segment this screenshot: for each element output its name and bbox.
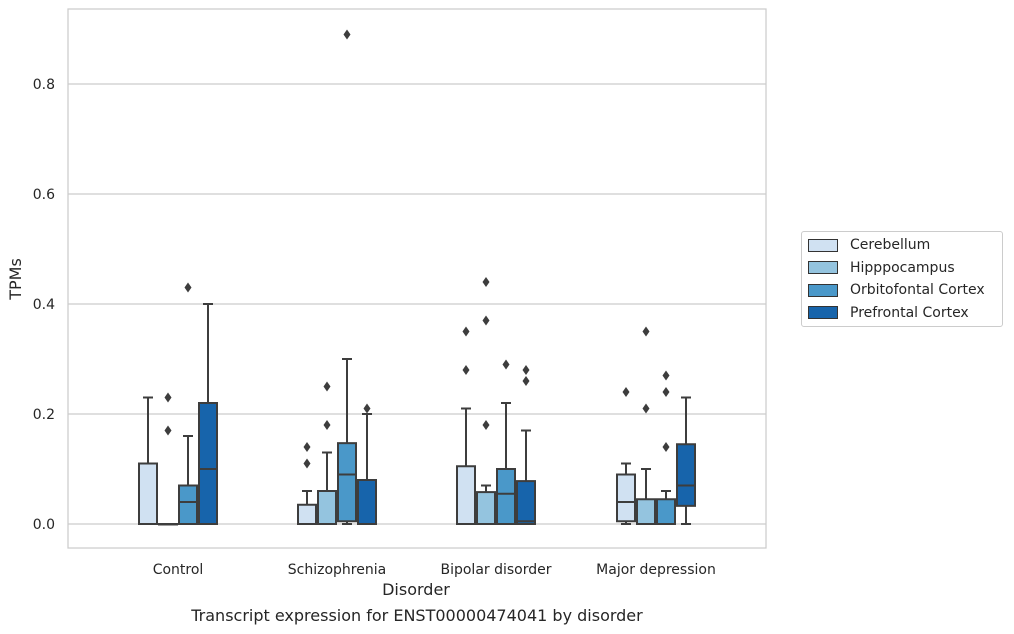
box-body: [317, 490, 337, 525]
box-body: [656, 498, 676, 525]
box-body: [676, 443, 696, 507]
outlier-point: [462, 365, 470, 375]
legend: Cerebellum Hipppocampus Orbitofontal Corte…: [801, 231, 1003, 327]
box-body: [636, 498, 656, 525]
outlier-point: [502, 359, 510, 370]
y-tick-label: 0.8: [33, 77, 55, 93]
outlier-point: [303, 458, 311, 469]
box-plot-area: [138, 29, 696, 526]
box: [337, 29, 357, 525]
outlier-point: [303, 442, 311, 452]
box: [158, 392, 178, 526]
outlier-point: [662, 370, 670, 381]
outlier-point: [662, 387, 670, 397]
x-tick-label: Major depression: [596, 562, 716, 578]
outlier-point: [642, 403, 650, 414]
outlier-point: [482, 277, 490, 287]
box-body: [178, 484, 198, 525]
box-body: [337, 442, 357, 523]
y-tick-label: 0.4: [33, 297, 55, 313]
outlier-point: [482, 420, 490, 430]
grid-lines: [68, 83, 766, 525]
plot-frame: [67, 8, 767, 549]
box-body: [198, 402, 218, 525]
y-tick-labels: 0.0 0.2 0.4 0.6 0.8: [33, 77, 55, 533]
outlier-point: [343, 29, 351, 40]
x-tick-label: Control: [153, 562, 204, 578]
box-body: [496, 468, 516, 525]
legend-swatch: [808, 238, 838, 252]
legend-label: Prefrontal Cortex: [850, 304, 969, 321]
outlier-point: [482, 315, 490, 326]
box: [297, 442, 317, 525]
box-body: [616, 473, 636, 523]
box-body: [476, 491, 496, 526]
y-tick-label: 0.2: [33, 407, 55, 423]
legend-swatch: [808, 306, 838, 319]
outlier-point: [323, 420, 331, 430]
y-tick-label: 0.6: [33, 187, 55, 203]
outlier-point: [164, 392, 172, 403]
outlier-point: [522, 365, 530, 375]
y-tick-label: 0.0: [33, 517, 55, 533]
x-tick-label: Schizophrenia: [288, 562, 386, 578]
legend-item: Hipppocampus: [808, 259, 955, 277]
box: [456, 326, 476, 525]
outlier-point: [662, 442, 670, 452]
figure-caption: Transcript expression for ENST0000047404…: [191, 606, 643, 625]
box-body: [138, 462, 158, 525]
outlier-point: [522, 376, 530, 386]
y-axis-label: TPMs: [6, 258, 25, 301]
legend-item: Orbitofontal Cortex: [808, 281, 985, 299]
box-body: [357, 479, 377, 525]
legend-swatch: [808, 261, 838, 274]
box-body: [456, 465, 476, 525]
outlier-point: [462, 326, 470, 337]
x-tick-label: Bipolar disorder: [440, 562, 551, 578]
legend-item: Prefrontal Cortex: [808, 304, 969, 322]
box: [476, 277, 496, 526]
box: [178, 282, 198, 525]
outlier-point: [363, 403, 371, 414]
outlier-point: [164, 425, 172, 436]
box: [496, 359, 516, 525]
box: [516, 365, 536, 526]
legend-label: Orbitofontal Cortex: [850, 282, 985, 298]
outlier-point: [184, 282, 192, 293]
box: [138, 396, 158, 525]
box: [636, 326, 656, 525]
box: [317, 381, 337, 525]
legend-swatch: [808, 283, 838, 297]
box: [198, 303, 218, 525]
box-body: [297, 503, 317, 525]
outlier-point: [323, 381, 331, 392]
outlier-point: [642, 326, 650, 337]
outlier-point: [622, 387, 630, 397]
box: [656, 370, 676, 525]
box-body: [516, 480, 536, 526]
x-tick-labels: Control Schizophrenia Bipolar disorder Majo…: [153, 562, 716, 578]
legend-label: Hipppocampus: [850, 259, 955, 276]
box: [616, 387, 636, 525]
legend-label: Cerebellum: [850, 237, 931, 253]
legend-item: Cerebellum: [808, 236, 930, 254]
box: [676, 396, 696, 525]
x-axis-label: Disorder: [382, 580, 450, 599]
box: [357, 403, 377, 525]
